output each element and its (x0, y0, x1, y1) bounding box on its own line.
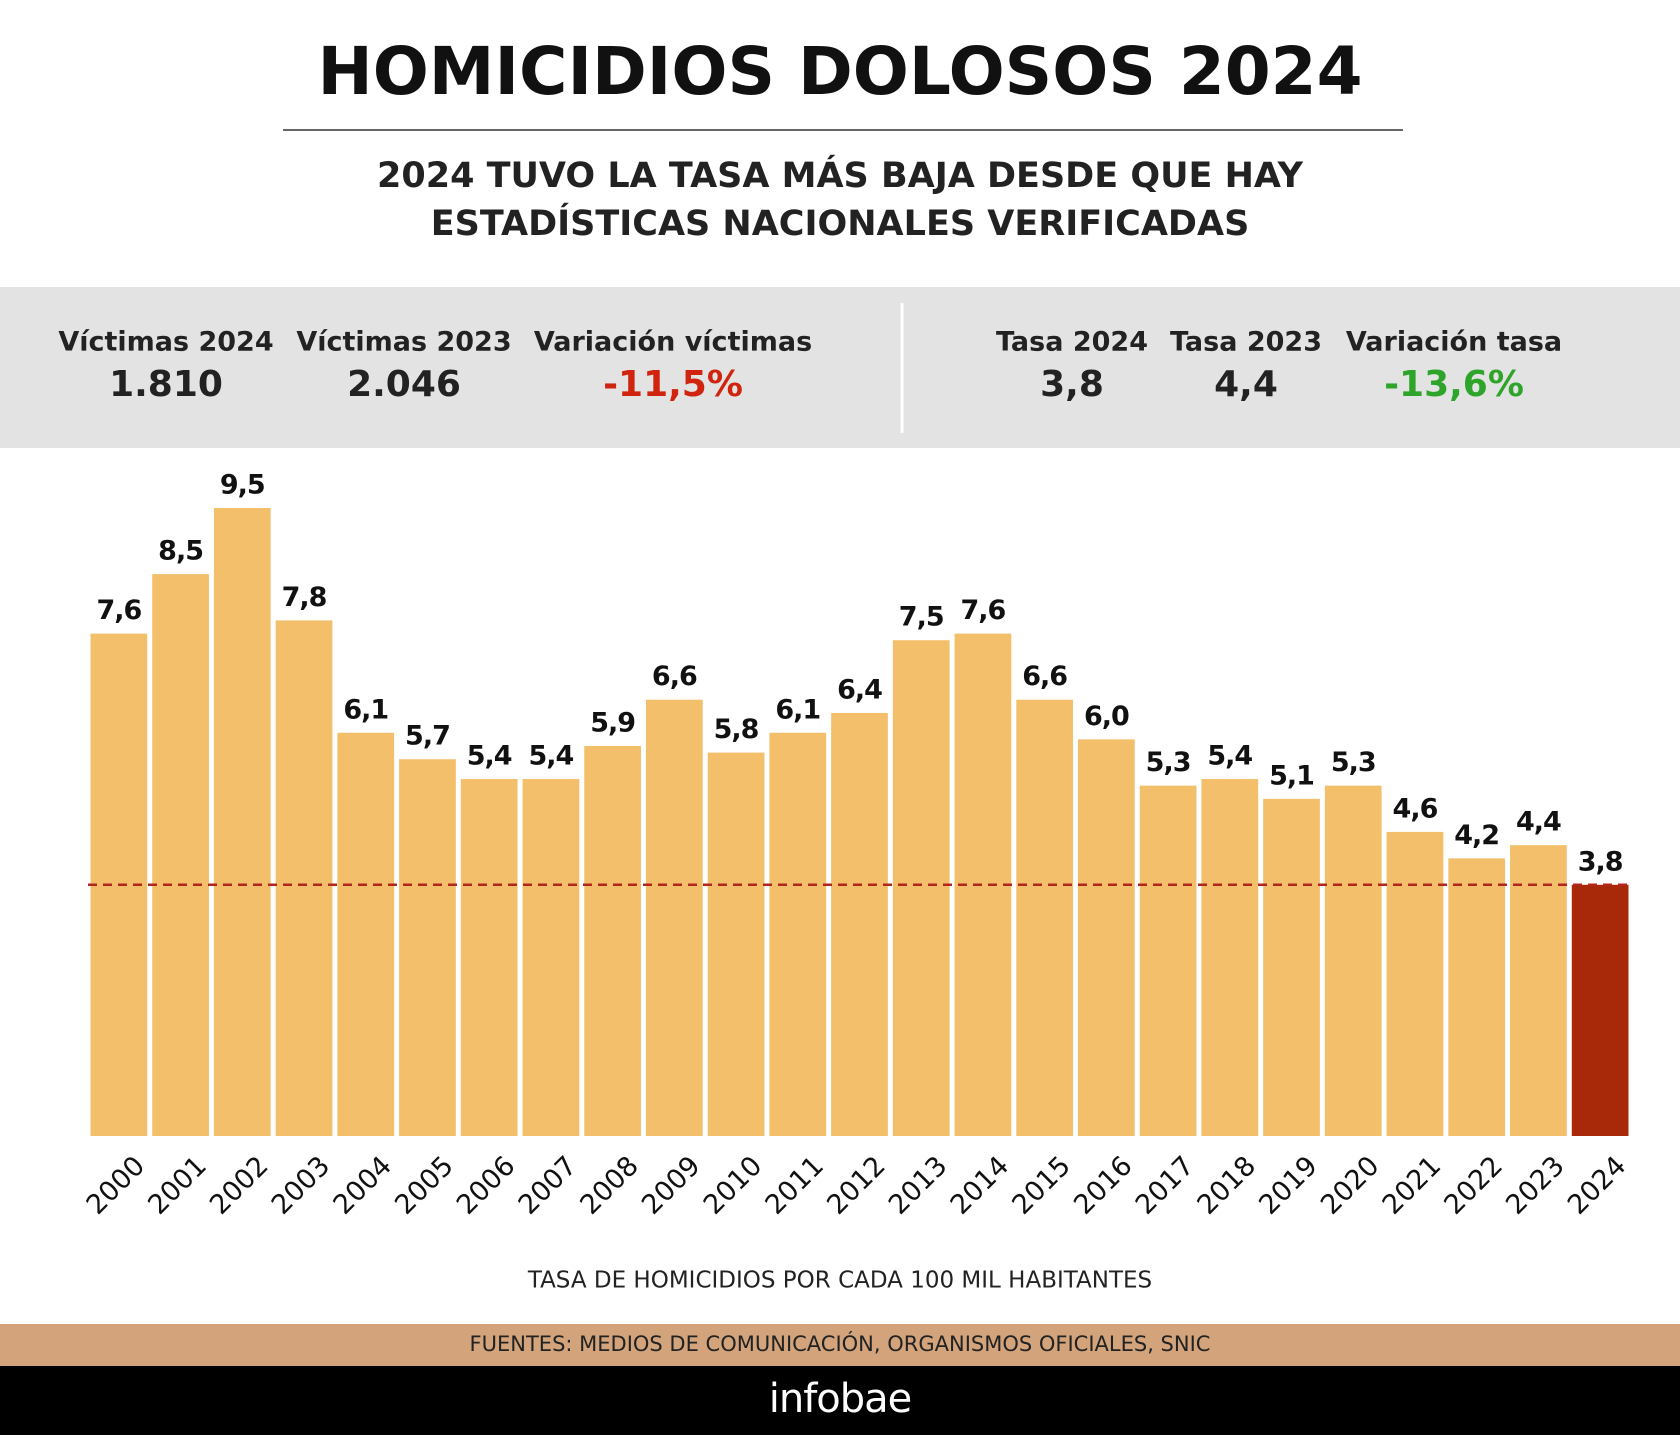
stat-value: 4,4 (1214, 364, 1278, 405)
stat-value: -11,5% (603, 364, 743, 405)
x-tick-label: 2016 (1068, 1150, 1139, 1221)
value-label: 5,8 (714, 714, 759, 745)
x-tick-label: 2000 (81, 1150, 152, 1221)
source: FUENTES: MEDIOS DE COMUNICACIÓN, ORGANIS… (470, 1331, 1211, 1356)
x-tick-label: 2022 (1438, 1150, 1509, 1221)
bar (831, 712, 888, 1136)
stat-label: Víctimas 2023 (296, 327, 511, 358)
bar (275, 620, 333, 1136)
value-label: 5,9 (590, 707, 635, 738)
value-label: 5,4 (467, 741, 512, 772)
bar (1016, 699, 1074, 1136)
bar (399, 759, 456, 1136)
stat-label: Variación víctimas (534, 327, 812, 358)
bar (1571, 884, 1629, 1136)
bar (1263, 798, 1320, 1136)
x-tick-label: 2021 (1377, 1150, 1448, 1221)
bar (152, 574, 209, 1136)
stats-band (0, 287, 1680, 448)
x-tick-label: 2001 (142, 1150, 213, 1221)
value-label: 7,6 (96, 595, 141, 626)
value-label: 6,6 (1022, 661, 1067, 692)
subtitle-line: ESTADÍSTICAS NACIONALES VERIFICADAS (431, 202, 1250, 244)
bar (522, 779, 580, 1136)
value-label: 6,1 (343, 694, 388, 725)
stat-value: 1.810 (109, 364, 223, 405)
x-tick-label: 2013 (883, 1150, 954, 1221)
x-tick-label: 2019 (1253, 1150, 1324, 1221)
x-tick-label: 2012 (821, 1150, 892, 1221)
bar (1078, 739, 1135, 1136)
bar (584, 745, 641, 1136)
x-tick-label: 2015 (1006, 1150, 1077, 1221)
x-tick-label: 2010 (698, 1150, 769, 1221)
x-tick-label: 2008 (574, 1150, 645, 1221)
bar (707, 752, 765, 1136)
source-band (0, 1324, 1680, 1366)
bar (337, 732, 395, 1136)
value-label: 7,8 (282, 582, 327, 613)
x-tick-label: 2002 (204, 1150, 275, 1221)
value-label: 4,4 (1516, 807, 1561, 838)
bar (892, 640, 950, 1136)
value-label: 6,1 (775, 694, 820, 725)
value-label: 9,5 (220, 470, 265, 501)
x-tick-label: 2014 (945, 1150, 1016, 1221)
subtitle-line: 2024 TUVO LA TASA MÁS BAJA DESDE QUE HAY (377, 154, 1304, 196)
bar (1324, 785, 1382, 1136)
value-label: 5,7 (405, 721, 450, 752)
value-label: 5,1 (1269, 760, 1314, 791)
bar (460, 779, 518, 1136)
x-tick-label: 2024 (1562, 1150, 1633, 1221)
x-tick-label: 2003 (266, 1150, 337, 1221)
stat-value: 3,8 (1040, 364, 1104, 405)
bar (1510, 845, 1567, 1136)
stat-value: -13,6% (1384, 364, 1524, 405)
title: HOMICIDIOS DOLOSOS 2024 (317, 33, 1362, 110)
x-tick-label: 2004 (327, 1150, 398, 1221)
bar (1448, 858, 1506, 1136)
bar (1201, 779, 1259, 1136)
value-label: 7,5 (899, 602, 944, 633)
bar (769, 732, 827, 1136)
value-label: 5,4 (528, 741, 573, 772)
x-tick-label: 2018 (1192, 1150, 1263, 1221)
value-label: 3,8 (1578, 846, 1623, 877)
x-axis-label: TASA DE HOMICIDIOS POR CADA 100 MIL HABI… (527, 1268, 1152, 1294)
stat-label: Tasa 2023 (1170, 327, 1322, 358)
x-tick-label: 2023 (1500, 1150, 1571, 1221)
value-label: 5,3 (1331, 747, 1376, 778)
x-tick-label: 2005 (389, 1150, 460, 1221)
value-label: 5,4 (1207, 741, 1252, 772)
value-label: 6,4 (837, 674, 882, 705)
bar (1386, 831, 1444, 1136)
stat-value: 2.046 (347, 364, 461, 405)
x-tick-label: 2006 (451, 1150, 522, 1221)
value-label: 6,6 (652, 661, 697, 692)
x-tick-label: 2009 (636, 1150, 707, 1221)
value-label: 4,2 (1454, 820, 1499, 851)
x-tick-label: 2007 (513, 1150, 584, 1221)
value-label: 7,6 (961, 595, 1006, 626)
value-label: 8,5 (158, 536, 203, 567)
value-label: 4,6 (1393, 793, 1438, 824)
value-label: 6,0 (1084, 701, 1129, 732)
x-tick-label: 2011 (760, 1150, 831, 1221)
brand: infobae (769, 1376, 912, 1422)
x-tick-label: 2020 (1315, 1150, 1386, 1221)
bar (213, 508, 271, 1136)
value-label: 5,3 (1146, 747, 1191, 778)
brand-band (0, 1366, 1680, 1435)
stat-label: Tasa 2024 (996, 327, 1148, 358)
bar (1139, 785, 1197, 1136)
bar (645, 699, 703, 1136)
x-tick-label: 2017 (1130, 1150, 1201, 1221)
stat-label: Variación tasa (1346, 327, 1562, 358)
stat-label: Víctimas 2024 (58, 327, 273, 358)
